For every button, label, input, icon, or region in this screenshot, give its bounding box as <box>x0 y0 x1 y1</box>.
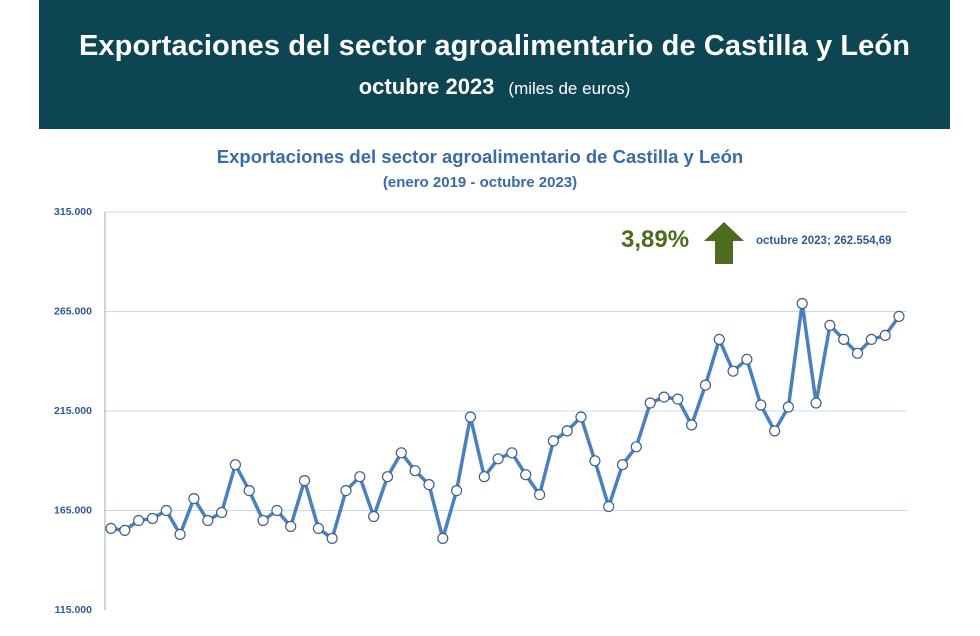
data-point <box>229 459 241 471</box>
data-point <box>146 512 159 525</box>
data-point <box>381 471 394 483</box>
data-point <box>533 489 546 501</box>
period-label: octubre 2023 <box>358 74 495 99</box>
data-point <box>409 465 421 477</box>
data-point <box>685 419 698 431</box>
data-point <box>105 522 117 535</box>
unit-label: (miles de euros) <box>508 79 631 98</box>
data-point <box>271 504 283 517</box>
change-percentage: 3,89% <box>621 226 690 253</box>
data-point <box>298 475 311 487</box>
data-point <box>340 485 352 497</box>
data-point <box>879 329 891 341</box>
data-point <box>216 506 228 519</box>
data-point <box>174 528 186 541</box>
y-tick-label: 215.000 <box>54 405 92 417</box>
series-line <box>109 301 901 541</box>
data-point <box>713 333 725 345</box>
data-point <box>824 319 836 331</box>
data-point <box>865 333 878 345</box>
data-point <box>616 459 629 471</box>
y-tick-label: 265.000 <box>54 306 92 318</box>
last-point-label: octubre 2023; 262.554,69 <box>756 235 892 247</box>
data-point <box>368 510 380 523</box>
data-point <box>630 441 642 453</box>
data-point <box>755 399 767 411</box>
page-title: Exportaciones del sector agroalimentario… <box>78 30 911 62</box>
data-point <box>741 353 753 365</box>
header-banner: Exportaciones del sector agroalimentario… <box>39 0 950 129</box>
data-point <box>119 524 131 537</box>
data-point <box>423 479 435 491</box>
data-point <box>851 347 864 359</box>
data-point <box>243 485 255 497</box>
data-point <box>285 520 297 533</box>
chart-title: Exportaciones del sector agroalimentario… <box>216 146 744 167</box>
data-point <box>768 425 781 437</box>
data-point <box>644 397 656 409</box>
data-point <box>188 493 200 505</box>
data-point <box>133 514 145 527</box>
data-point <box>257 514 269 527</box>
data-point <box>464 411 476 423</box>
data-point <box>672 393 684 405</box>
data-point <box>893 310 905 322</box>
data-point <box>326 532 338 545</box>
chart-subtitle: (enero 2019 - octubre 2023) <box>382 174 578 191</box>
up-arrow-icon <box>704 222 744 264</box>
data-point <box>202 514 214 527</box>
data-point <box>603 500 615 513</box>
data-point <box>810 397 822 409</box>
data-point <box>520 469 532 481</box>
y-tick-label: 315.000 <box>54 206 92 218</box>
data-point <box>312 522 324 535</box>
y-tick-label: 165.000 <box>54 505 92 517</box>
data-point <box>160 504 172 517</box>
data-point <box>782 401 795 413</box>
data-point <box>796 297 808 310</box>
data-point <box>547 435 560 447</box>
page-subtitle: octubre 2023 (miles de euros) <box>39 74 950 100</box>
data-point <box>727 365 739 377</box>
data-point <box>561 425 573 437</box>
y-tick-label: 115.000 <box>55 604 93 616</box>
data-point <box>838 333 850 345</box>
data-point <box>575 411 587 423</box>
data-point <box>354 471 366 483</box>
data-point <box>451 485 463 497</box>
data-point <box>506 447 518 459</box>
data-point <box>395 447 407 459</box>
data-point <box>437 532 449 545</box>
data-point <box>492 453 504 465</box>
data-point <box>478 471 490 483</box>
data-point <box>589 455 601 467</box>
data-point <box>699 379 712 391</box>
data-point <box>658 391 670 403</box>
